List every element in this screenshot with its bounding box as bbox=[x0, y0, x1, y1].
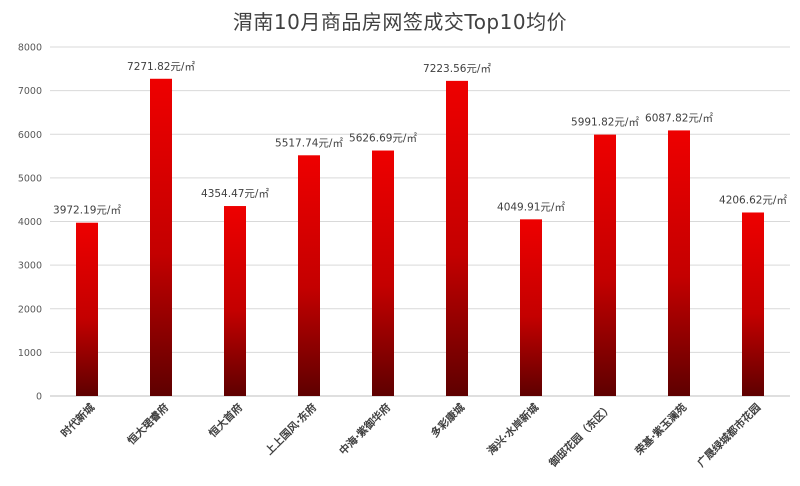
y-tick-label: 2000 bbox=[18, 304, 42, 315]
chart-title: 渭南10月商品房网签成交Top10均价 bbox=[232, 10, 568, 34]
bar bbox=[520, 219, 542, 396]
bar bbox=[372, 150, 394, 396]
bar bbox=[742, 212, 764, 396]
data-label: 4206.62元/㎡ bbox=[719, 194, 787, 206]
bar bbox=[150, 78, 172, 397]
bars bbox=[76, 78, 764, 397]
x-tick-label: 上上国风·东府 bbox=[263, 401, 320, 458]
data-label: 5991.82元/㎡ bbox=[571, 117, 639, 129]
x-tick-label: 中海·紫御华府 bbox=[337, 401, 394, 458]
y-tick-label: 8000 bbox=[18, 43, 42, 54]
data-label: 5626.69元/㎡ bbox=[349, 133, 417, 145]
x-tick-label: 御邸花园（东区） bbox=[546, 401, 615, 470]
y-tick-label: 3000 bbox=[18, 261, 42, 272]
x-tick-label: 恒大珺睿府 bbox=[125, 401, 172, 448]
x-tick-label: 海兴·水岸新城 bbox=[485, 401, 542, 458]
x-tick-label: 多彩康城 bbox=[428, 401, 467, 440]
bar bbox=[224, 206, 246, 396]
y-tick-label: 1000 bbox=[18, 348, 42, 359]
y-tick-label: 7000 bbox=[18, 86, 42, 97]
data-label: 6087.82元/㎡ bbox=[645, 112, 713, 124]
y-tick-label: 5000 bbox=[18, 173, 42, 184]
y-tick-label: 4000 bbox=[18, 217, 42, 228]
bar bbox=[594, 134, 616, 396]
x-axis-categories: 时代新城 恒大珺睿府 恒大首府 上上国风·东府 中海·紫御华府 多彩康城 海兴·水岸新城 御邸… bbox=[58, 401, 763, 471]
bar bbox=[446, 80, 468, 396]
bar bbox=[668, 130, 690, 396]
x-tick-label: 广晟绿城都市花园 bbox=[695, 401, 764, 470]
data-label: 3972.19元/㎡ bbox=[53, 205, 121, 217]
data-label: 7271.82元/㎡ bbox=[127, 61, 195, 73]
data-label: 5517.74元/㎡ bbox=[275, 137, 343, 149]
data-label: 4049.91元/㎡ bbox=[497, 201, 565, 213]
y-axis-ticks: 0 1000 2000 3000 4000 5000 6000 7000 8000 bbox=[18, 43, 42, 403]
gridlines bbox=[50, 46, 790, 397]
x-tick-label: 时代新城 bbox=[58, 401, 97, 440]
bar bbox=[76, 222, 98, 396]
y-tick-label: 6000 bbox=[18, 130, 42, 141]
data-label: 4354.47元/㎡ bbox=[201, 188, 269, 200]
data-label: 7223.56元/㎡ bbox=[423, 63, 491, 75]
bar bbox=[298, 155, 320, 396]
x-tick-label: 荣基·紫玉澜苑 bbox=[632, 401, 690, 459]
y-tick-label: 0 bbox=[36, 392, 42, 403]
x-tick-label: 恒大首府 bbox=[206, 401, 245, 440]
data-labels: 3972.19元/㎡ 7271.82元/㎡ 4354.47元/㎡ 5517.74元/㎡… bbox=[53, 61, 787, 217]
